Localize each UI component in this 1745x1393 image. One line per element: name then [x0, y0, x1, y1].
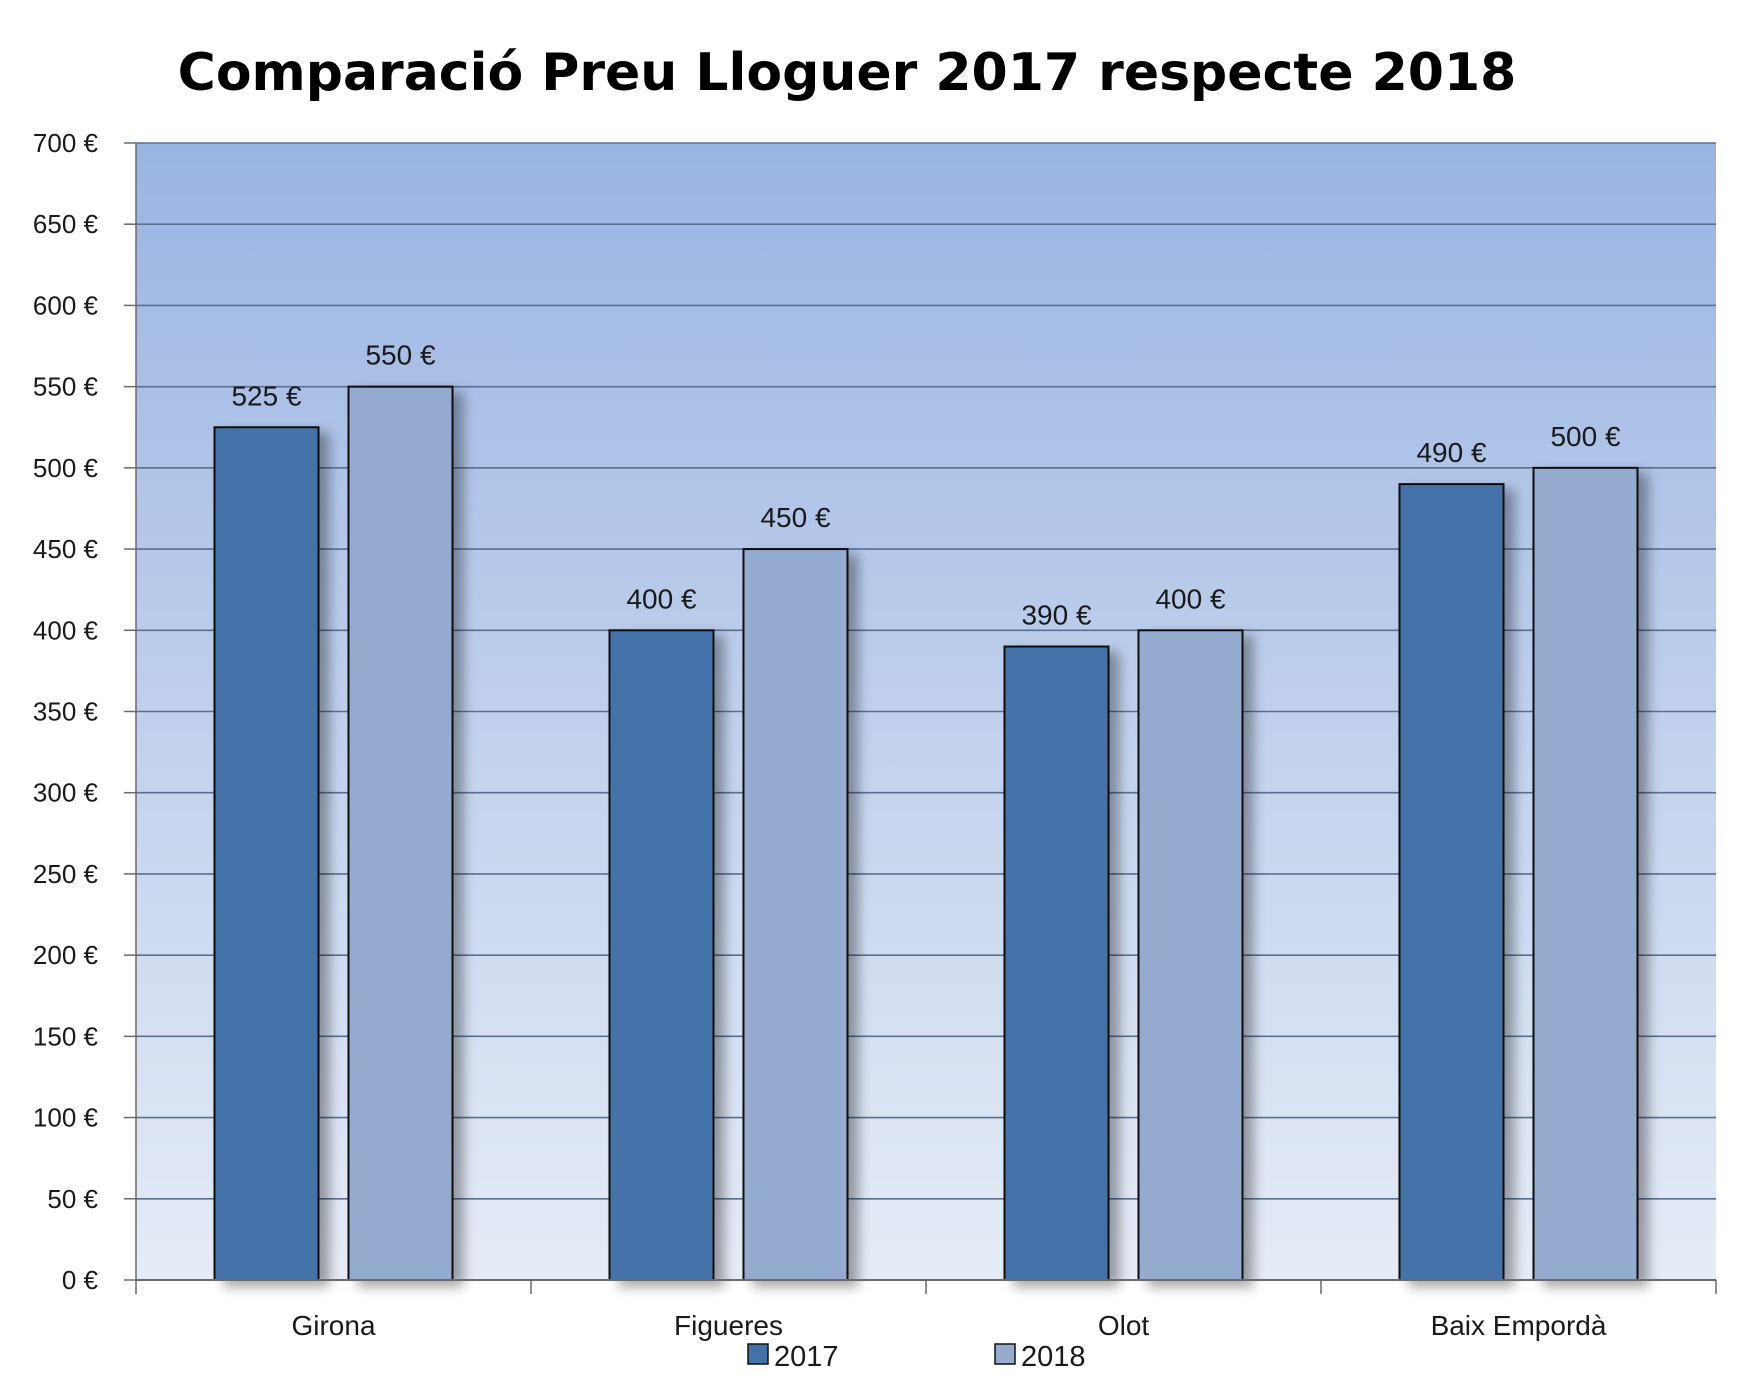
data-labels: 525 € 550 € 400 € 450 € 390 € 400 € 490 € 500 € — [231, 340, 1620, 631]
bar-2018-baix-empordà — [1532, 466, 1639, 1282]
y-tick-label: 350 € — [33, 697, 99, 727]
data-label: 390 € — [1021, 600, 1091, 631]
x-tick-label: Figueres — [674, 1310, 783, 1341]
chart-title: Comparació Preu Lloguer 2017 respecte 20… — [178, 43, 1517, 103]
y-tick-label: 300 € — [33, 778, 99, 808]
bars — [213, 385, 1639, 1282]
y-tick-label: 700 € — [33, 128, 99, 158]
y-tick-label: 100 € — [33, 1103, 99, 1133]
y-tick-label: 650 € — [33, 209, 99, 239]
legend-label: 2018 — [1021, 1341, 1086, 1373]
x-tick-label: Olot — [1098, 1310, 1150, 1341]
y-tick-label: 50 € — [47, 1184, 98, 1214]
data-label: 400 € — [626, 583, 696, 614]
bar-2018-olot — [1137, 629, 1244, 1281]
y-tick-label: 450 € — [33, 534, 99, 564]
data-label: 490 € — [1416, 437, 1486, 468]
legend-label: 2017 — [774, 1341, 839, 1373]
data-label: 450 € — [760, 502, 830, 533]
data-label: 500 € — [1550, 421, 1620, 452]
legend: 2017 2018 — [747, 1341, 1086, 1373]
x-tick-label: Girona — [291, 1310, 375, 1341]
x-tick-label: Baix Empordà — [1431, 1310, 1607, 1341]
y-tick-label: 500 € — [33, 453, 99, 483]
bar-2018-figueres — [742, 548, 849, 1281]
bar-2017-figueres — [608, 629, 715, 1281]
y-tick-label: 250 € — [33, 859, 99, 889]
data-label: 400 € — [1155, 583, 1225, 614]
bar-2018-girona — [347, 385, 454, 1281]
legend-swatch — [747, 1343, 769, 1365]
bar-2017-olot — [1003, 645, 1110, 1281]
y-tick-label: 400 € — [33, 615, 99, 645]
y-tick-label: 550 € — [33, 372, 99, 402]
y-axis: 0 € 50 € 100 € 150 € 200 € 250 € 300 € 350 € 400… — [33, 128, 137, 1295]
x-axis: Girona Figueres Olot Baix Empordà — [135, 1279, 1717, 1341]
data-label: 525 € — [231, 380, 301, 411]
bar-2017-girona — [213, 426, 320, 1281]
y-tick-label: 200 € — [33, 940, 99, 970]
legend-swatch — [994, 1343, 1016, 1365]
y-tick-label: 600 € — [33, 290, 99, 320]
y-tick-label: 150 € — [33, 1021, 99, 1051]
data-label: 550 € — [365, 340, 435, 371]
bar-2017-baix-empordà — [1398, 483, 1505, 1282]
y-tick-label: 0 € — [62, 1265, 99, 1295]
